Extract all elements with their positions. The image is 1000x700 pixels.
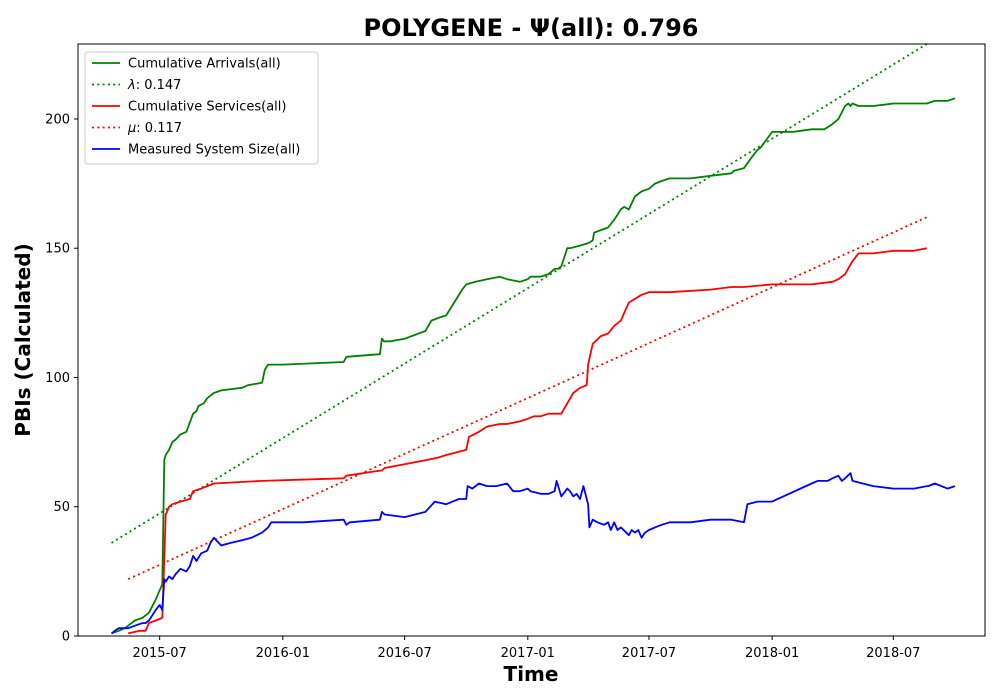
legend-box <box>84 51 319 165</box>
series-line-2 <box>111 43 928 544</box>
y-tick-label: 50 <box>53 500 70 515</box>
legend-label-2: λ: 0.147 <box>127 78 181 93</box>
x-axis-title: Time <box>504 662 559 686</box>
series-line-5 <box>110 472 956 635</box>
x-tick-label: 2015-07 <box>132 646 186 661</box>
series-line-1 <box>111 97 956 635</box>
series-line-3 <box>127 247 927 635</box>
y-axis-title: PBIs (Calculated) <box>11 243 35 436</box>
chart-title: POLYGENE - Ψ(all): 0.796 <box>363 14 698 42</box>
x-tick-label: 2018-01 <box>745 646 799 661</box>
legend-label-5: Measured System Size(all) <box>128 143 300 158</box>
x-axis: 2015-07 2016-01 2016-07 2017-01 2017-07 2018-… <box>132 636 920 661</box>
y-tick-label: 150 <box>45 242 70 257</box>
x-tick-label: 2016-07 <box>377 646 431 661</box>
y-tick-label: 0 <box>62 630 70 645</box>
x-tick-label: 2016-01 <box>256 646 310 661</box>
y-axis: 0 50 100 150 200 <box>45 112 78 645</box>
y-tick-label: 200 <box>45 112 70 127</box>
legend-label-3: Cumulative Services(all) <box>128 100 286 115</box>
legend-label-4: μ: 0.117 <box>127 121 182 136</box>
plot-frame <box>77 43 986 637</box>
x-tick-label: 2017-01 <box>501 646 555 661</box>
x-tick-label: 2018-07 <box>866 646 920 661</box>
series-line-4 <box>127 216 928 580</box>
legend: Cumulative Arrivals(all) λ: 0.147 Cumulati… <box>84 51 319 165</box>
y-tick-label: 100 <box>45 371 70 386</box>
x-tick-label: 2017-07 <box>622 646 676 661</box>
series-layer <box>110 43 956 635</box>
legend-label-1: Cumulative Arrivals(all) <box>128 57 281 72</box>
